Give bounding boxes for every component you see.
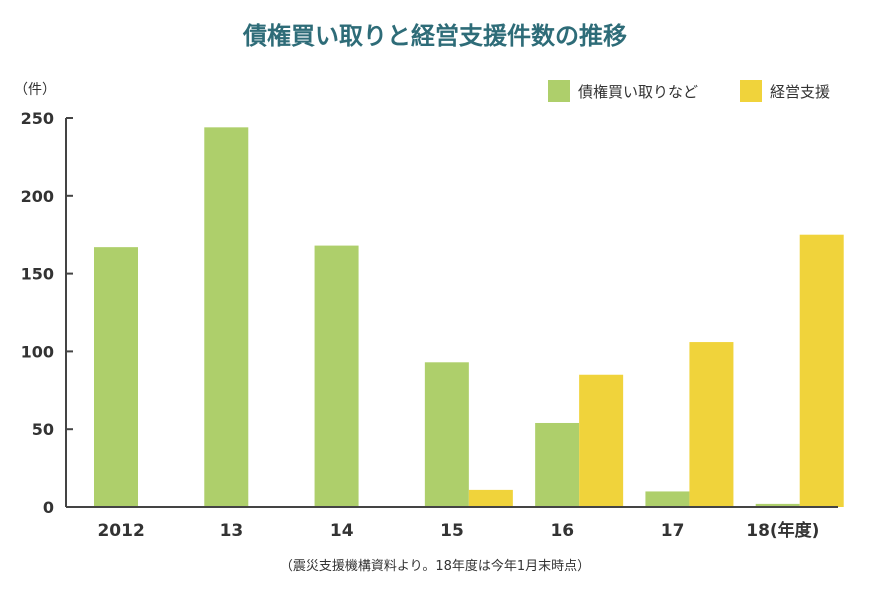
y-tick-label: 150 [21, 265, 54, 284]
y-tick-label: 250 [21, 109, 54, 128]
x-tick-label: 15 [440, 521, 464, 541]
x-tick-label: 13 [220, 521, 244, 541]
bar-series-2-17 [689, 342, 734, 507]
legend: 債権買い取りなど 経営支援 [548, 80, 830, 102]
bar-series-1-16 [535, 422, 580, 507]
bars [94, 127, 844, 508]
x-tick-label: 14 [330, 521, 354, 541]
bar-series-1-18 [755, 503, 800, 507]
bar-series-1-13 [204, 127, 249, 507]
bar-series-1-15 [424, 362, 469, 507]
y-unit-label: （件） [14, 82, 56, 98]
legend-label-series-1: 債権買い取りなど [578, 83, 698, 101]
legend-swatch-series-1 [548, 80, 570, 102]
bar-series-2-16 [579, 374, 624, 507]
y-tick-label: 100 [21, 342, 54, 361]
x-tick-label: 17 [661, 521, 685, 541]
x-axis-ticks: 2012 13 14 15 16 17 18(年度) [97, 520, 819, 541]
y-axis-ticks: 0 50 100 150 200 250 [21, 109, 73, 517]
x-tick-label: 16 [550, 521, 574, 541]
legend-swatch-series-2 [740, 80, 762, 102]
y-tick-label: 200 [21, 187, 54, 206]
bar-series-2-18 [799, 234, 844, 507]
x-tick-label: 2012 [97, 521, 144, 541]
y-tick-label: 50 [32, 420, 54, 439]
bar-series-1-2012 [94, 247, 138, 507]
source-note: （震災支援機構資料より。18年度は今年1月末時点） [280, 558, 590, 574]
bar-series-1-17 [645, 491, 690, 507]
y-tick-label: 0 [43, 498, 54, 517]
chart-title: 債権買い取りと経営支援件数の推移 [242, 22, 627, 50]
legend-label-series-2: 経営支援 [770, 83, 830, 101]
bar-series-2-15 [468, 489, 513, 507]
bar-series-1-14 [314, 245, 359, 508]
x-tick-label: 18(年度) [746, 520, 819, 541]
